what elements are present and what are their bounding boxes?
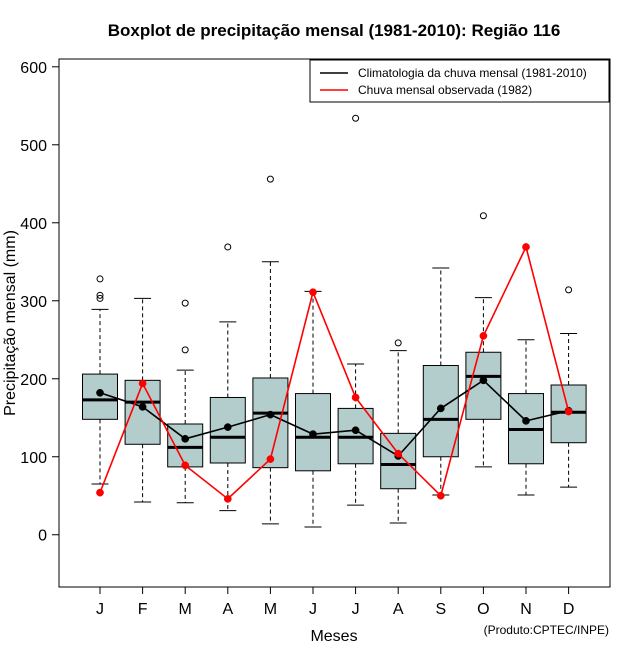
y-axis-label: Precipitação mensal (mm) xyxy=(2,230,19,416)
box-5 xyxy=(252,175,289,525)
series-point-climatology xyxy=(522,417,530,425)
series-point-observed xyxy=(479,332,488,340)
outlier-point xyxy=(352,114,360,122)
box-iqr xyxy=(252,377,289,469)
outlier-point xyxy=(266,175,274,183)
box-3 xyxy=(167,299,204,504)
legend-label-observed: Chuva mensal observada (1982) xyxy=(358,83,532,97)
x-tick-label: N xyxy=(520,601,532,618)
outlier-point xyxy=(181,346,189,354)
y-tick-label: 200 xyxy=(20,372,47,389)
outlier-point xyxy=(96,275,104,283)
x-tick-label: J xyxy=(96,601,104,618)
series-point-observed xyxy=(522,243,530,251)
outlier-point xyxy=(181,299,189,307)
y-tick-label: 500 xyxy=(20,138,47,155)
outlier-point xyxy=(96,291,104,299)
box-iqr xyxy=(465,351,502,420)
x-tick-label: M xyxy=(264,601,277,618)
series-point-observed xyxy=(181,461,190,470)
x-axis-label: Meses xyxy=(310,628,357,645)
series-point-observed xyxy=(564,407,573,416)
series-point-observed xyxy=(394,449,403,458)
x-tick-label: S xyxy=(435,601,446,618)
outlier-point xyxy=(565,286,573,294)
x-tick-label: F xyxy=(138,601,148,618)
box-10 xyxy=(465,212,502,468)
series-line-observed xyxy=(99,244,570,500)
x-tick-label: J xyxy=(309,601,317,618)
x-tick-label: J xyxy=(352,601,360,618)
chart-title: Boxplot de precipitação mensal (1981-201… xyxy=(108,21,561,40)
plot-frame xyxy=(58,58,611,588)
box-12 xyxy=(550,286,587,488)
box-2 xyxy=(124,297,161,503)
series-point-climatology xyxy=(181,434,190,443)
box-6 xyxy=(295,290,331,528)
series-point-observed xyxy=(436,491,445,500)
series-point-observed xyxy=(138,379,147,388)
x-tick-label: D xyxy=(563,601,575,618)
x-tick-label: A xyxy=(222,601,233,618)
series-point-observed xyxy=(96,488,104,497)
series-point-climatology xyxy=(479,376,488,385)
series-line-climatology xyxy=(99,379,569,458)
product-credit: (Produto:CPTEC/INPE) xyxy=(484,623,609,637)
series-point-observed xyxy=(266,455,275,463)
box-7 xyxy=(337,114,374,506)
y-tick-label: 400 xyxy=(20,216,47,233)
y-tick-label: 0 xyxy=(38,528,47,545)
series-point-climatology xyxy=(309,430,317,438)
legend: Climatologia da chuva mensal (1981-2010)… xyxy=(309,59,610,103)
outlier-point xyxy=(96,294,104,302)
series-point-observed xyxy=(351,393,360,402)
y-tick-label: 600 xyxy=(20,60,47,77)
outlier-point xyxy=(394,339,402,347)
series-point-climatology xyxy=(223,423,232,431)
series-point-observed xyxy=(223,495,232,503)
series-observed xyxy=(96,243,573,503)
y-tick-label: 100 xyxy=(20,450,47,467)
box-8 xyxy=(380,339,417,524)
box-1 xyxy=(82,275,118,485)
series-lines-group xyxy=(96,243,573,503)
series-point-climatology xyxy=(138,402,147,411)
series-point-climatology xyxy=(96,388,104,397)
outlier-point xyxy=(224,243,232,251)
boxes-group xyxy=(82,114,587,528)
legend-label-climatology: Climatologia da chuva mensal (1981-2010) xyxy=(358,66,587,80)
y-axis: 0 100 200 300 400 500 600 xyxy=(20,60,59,545)
box-11 xyxy=(508,339,544,496)
box-4 xyxy=(209,243,246,512)
x-tick-label: A xyxy=(393,601,404,618)
series-point-observed xyxy=(309,288,317,297)
outlier-point xyxy=(479,212,487,220)
series-point-climatology xyxy=(351,426,360,435)
x-tick-label: O xyxy=(477,601,489,618)
series-point-climatology xyxy=(436,404,445,413)
x-tick-label: M xyxy=(179,601,192,618)
series-point-climatology xyxy=(266,410,275,419)
legend-box xyxy=(309,59,610,103)
box-9 xyxy=(422,267,459,496)
y-tick-label: 300 xyxy=(20,294,47,311)
box-iqr xyxy=(124,379,161,445)
